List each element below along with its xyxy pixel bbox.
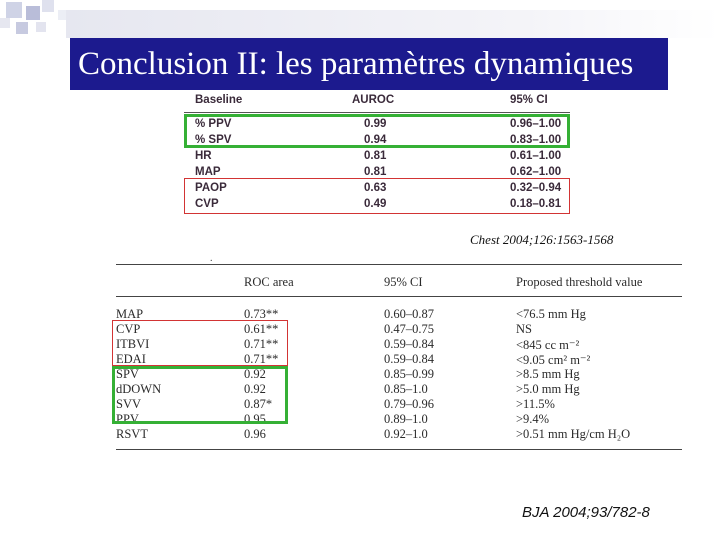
decor-square-3	[42, 0, 54, 12]
row-threshold: <845 cc m⁻²	[516, 338, 580, 352]
row-label: MAP	[116, 307, 144, 321]
citation-chest: Chest 2004;126:1563-1568	[470, 232, 614, 247]
row-label: MAP	[195, 166, 221, 178]
table-row: MAP 0.73** 0.60–0.87 <76.5 mm Hg	[112, 307, 682, 321]
row-threshold: <9.05 cm² m⁻²	[516, 353, 591, 367]
table-row: ITBVI 0.71** 0.59–0.84 <845 cc m⁻²	[112, 337, 682, 352]
row-label: dDOWN	[116, 382, 162, 396]
table-row: EDAI 0.71** 0.59–0.84 <9.05 cm² m⁻²	[112, 352, 682, 367]
row-ci: 0.47–0.75	[384, 322, 434, 336]
table-row: PAOP 0.63 0.32–0.94	[184, 182, 570, 196]
table-row: SVV 0.87* 0.79–0.96 >11.5%	[112, 397, 682, 411]
table-row: MAP 0.81 0.62–1.00	[184, 166, 570, 180]
roc-table: ROC area 95% CI Proposed threshold value…	[112, 262, 682, 454]
rule-bottom	[116, 449, 682, 450]
row-threshold: NS	[516, 322, 532, 336]
roc-header-ci: 95% CI	[384, 275, 423, 289]
decor-square-2	[26, 6, 40, 20]
row-label: EDAI	[116, 352, 146, 366]
row-label: CVP	[116, 322, 141, 336]
row-ci: 0.85–0.99	[384, 367, 434, 381]
row-value: 0.99	[364, 118, 387, 130]
auroc-header-baseline: Baseline	[195, 94, 243, 106]
row-ci: 0.79–0.96	[384, 397, 434, 411]
decor-strip	[66, 10, 720, 38]
table-row: RSVT 0.96 0.92–1.0 >0.51 mm Hg/cm H₂O	[112, 427, 682, 441]
row-label: % SPV	[195, 134, 232, 146]
auroc-header-auroc: AUROC	[352, 94, 395, 106]
row-value: 0.81	[364, 150, 387, 162]
row-ci: 0.59–0.84	[384, 337, 434, 351]
row-ci: 0.59–0.84	[384, 352, 434, 366]
row-ci: 0.61–1.00	[510, 150, 562, 162]
row-ci: 0.18–0.81	[510, 198, 562, 210]
table-row: dDOWN 0.92 0.85–1.0 >5.0 mm Hg	[112, 382, 682, 396]
rule-top	[116, 264, 682, 265]
row-ci: 0.89–1.0	[384, 412, 428, 426]
row-ci: 0.32–0.94	[510, 182, 562, 194]
row-label: % PPV	[195, 118, 232, 130]
row-threshold: >11.5%	[516, 397, 555, 411]
roc-header-area: ROC area	[244, 275, 294, 289]
table-row: HR 0.81 0.61–1.00	[184, 150, 570, 164]
decor-square-5	[16, 22, 28, 34]
row-label: HR	[195, 150, 212, 162]
roc-header-threshold: Proposed threshold value	[516, 275, 643, 289]
auroc-header-ci: 95% CI	[510, 94, 548, 106]
decor-square-7	[58, 10, 68, 20]
decor-square-4	[0, 18, 10, 28]
row-value: 0.71**	[244, 337, 279, 351]
row-value: 0.94	[364, 134, 387, 146]
row-value: 0.63	[364, 182, 387, 194]
row-value: 0.96	[244, 427, 266, 441]
row-ci: 0.85–1.0	[384, 382, 428, 396]
row-ci: 0.92–1.0	[384, 427, 428, 441]
auroc-header-rule	[184, 112, 570, 113]
stray-dot: .	[210, 253, 213, 264]
row-threshold: >9.4%	[516, 412, 550, 426]
row-ci: 0.60–0.87	[384, 307, 434, 321]
row-value: 0.73**	[244, 307, 279, 321]
highlight-box-static	[112, 320, 288, 366]
row-value: 0.92	[244, 382, 266, 396]
row-label: RSVT	[116, 427, 148, 441]
row-threshold: >0.51 mm Hg/cm H₂O	[516, 427, 631, 441]
row-ci: 0.62–1.00	[510, 166, 562, 178]
row-value: 0.92	[244, 367, 266, 381]
row-ci: 0.83–1.00	[510, 134, 562, 146]
row-label: PAOP	[195, 182, 227, 194]
row-value: 0.49	[364, 198, 387, 210]
row-threshold: >5.0 mm Hg	[516, 382, 580, 396]
row-threshold: <76.5 mm Hg	[516, 307, 586, 321]
citation-bja: BJA 2004;93/782-8	[522, 504, 650, 521]
row-label: SPV	[116, 367, 139, 381]
row-value: 0.87*	[244, 397, 273, 411]
row-label: ITBVI	[116, 337, 150, 351]
table-row: CVP 0.49 0.18–0.81	[184, 198, 570, 212]
row-label: CVP	[195, 198, 219, 210]
row-threshold: >8.5 mm Hg	[516, 367, 580, 381]
slide-title: Conclusion II: les paramètres dynamiques	[78, 46, 634, 82]
highlight-box-dynamic	[112, 366, 288, 424]
table-row: SPV 0.92 0.85–0.99 >8.5 mm Hg	[112, 367, 682, 381]
table-row: % SPV 0.94 0.83–1.00	[184, 134, 570, 148]
row-value: 0.71**	[244, 352, 279, 366]
decor-square-6	[36, 22, 46, 32]
highlight-box-dynamic	[184, 114, 570, 148]
row-value: 0.81	[364, 166, 387, 178]
highlight-box-static	[184, 178, 570, 214]
rule-header	[116, 296, 682, 297]
table-row: CVP 0.61** 0.47–0.75 NS	[112, 322, 682, 336]
row-value: 0.61**	[244, 322, 279, 336]
row-ci: 0.96–1.00	[510, 118, 562, 130]
decor-square-1	[6, 2, 22, 18]
row-label: SVV	[116, 397, 142, 411]
auroc-table: Baseline AUROC 95% CI % PPV 0.99 0.96–1.…	[184, 90, 570, 216]
table-row: % PPV 0.99 0.96–1.00	[184, 118, 570, 132]
slide-title-bar: Conclusion II: les paramètres dynamiques	[70, 38, 668, 90]
